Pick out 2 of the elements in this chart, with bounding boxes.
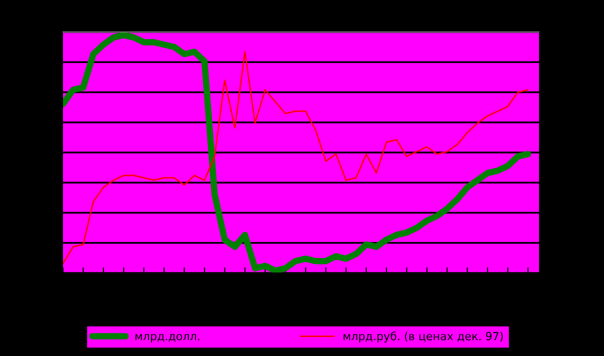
legend-label: млрд.руб. (в ценах дек. 97): [344, 332, 503, 342]
legend-label: млрд.долл.: [135, 334, 200, 342]
